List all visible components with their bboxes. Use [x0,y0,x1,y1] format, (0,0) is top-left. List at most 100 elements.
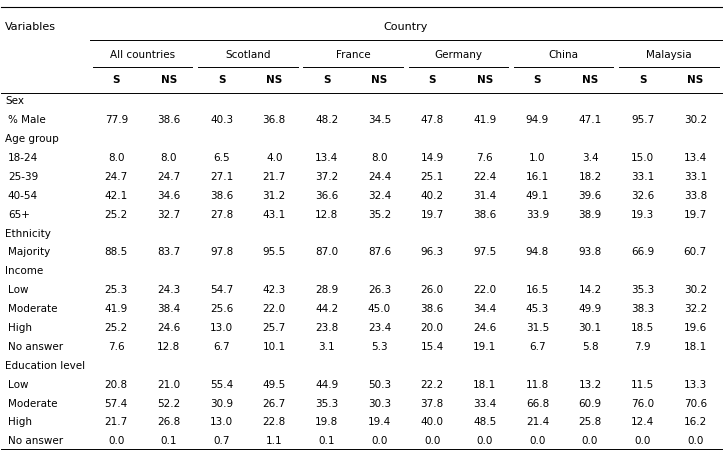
Text: 26.3: 26.3 [368,285,391,294]
Text: Moderate: Moderate [8,398,57,407]
Text: 8.0: 8.0 [161,153,177,163]
Text: % Male: % Male [8,115,46,125]
Text: NS: NS [687,75,703,85]
Text: S: S [218,75,226,85]
Text: 36.8: 36.8 [262,115,286,125]
Text: 19.6: 19.6 [684,322,707,332]
Text: 25.2: 25.2 [105,209,128,219]
Text: 49.9: 49.9 [578,303,602,313]
Text: Germany: Germany [435,50,482,60]
Text: 21.4: 21.4 [526,417,549,426]
Text: 38.6: 38.6 [210,190,234,200]
Text: 35.3: 35.3 [315,398,338,407]
Text: 38.6: 38.6 [158,115,181,125]
Text: 26.0: 26.0 [421,285,444,294]
Text: 48.2: 48.2 [315,115,338,125]
Text: 13.4: 13.4 [315,153,338,163]
Text: 87.0: 87.0 [315,247,338,257]
Text: S: S [534,75,541,85]
Text: No answer: No answer [8,341,63,351]
Text: 26.8: 26.8 [158,417,181,426]
Text: Scotland: Scotland [225,50,270,60]
Text: S: S [639,75,646,85]
Text: 77.9: 77.9 [105,115,128,125]
Text: 94.9: 94.9 [526,115,549,125]
Text: Low: Low [8,379,28,389]
Text: 39.6: 39.6 [578,190,602,200]
Text: 42.3: 42.3 [262,285,286,294]
Text: 20.8: 20.8 [105,379,128,389]
Text: 25.1: 25.1 [421,172,444,181]
Text: 18.1: 18.1 [684,341,707,351]
Text: 21.7: 21.7 [105,417,128,426]
Text: 0.7: 0.7 [213,435,230,445]
Text: 27.1: 27.1 [210,172,234,181]
Text: 8.0: 8.0 [108,153,124,163]
Text: 12.4: 12.4 [631,417,654,426]
Text: Education level: Education level [5,360,85,370]
Text: 14.9: 14.9 [421,153,444,163]
Text: 32.2: 32.2 [684,303,707,313]
Text: 25.3: 25.3 [105,285,128,294]
Text: 30.1: 30.1 [578,322,602,332]
Text: 30.2: 30.2 [684,115,707,125]
Text: 40.2: 40.2 [421,190,444,200]
Text: 12.8: 12.8 [315,209,338,219]
Text: 24.4: 24.4 [368,172,391,181]
Text: 22.8: 22.8 [262,417,286,426]
Text: 24.6: 24.6 [158,322,181,332]
Text: 10.1: 10.1 [262,341,286,351]
Text: 44.2: 44.2 [315,303,338,313]
Text: 20.0: 20.0 [421,322,444,332]
Text: 25-39: 25-39 [8,172,38,181]
Text: 48.5: 48.5 [473,417,497,426]
Text: 24.7: 24.7 [158,172,181,181]
Text: 18.5: 18.5 [631,322,654,332]
Text: 0.0: 0.0 [635,435,651,445]
Text: 40.0: 40.0 [421,417,444,426]
Text: 1.1: 1.1 [266,435,283,445]
Text: NS: NS [266,75,282,85]
Text: 6.5: 6.5 [213,153,230,163]
Text: 33.4: 33.4 [473,398,497,407]
Text: 28.9: 28.9 [315,285,338,294]
Text: 32.4: 32.4 [368,190,391,200]
Text: 97.5: 97.5 [473,247,497,257]
Text: 94.8: 94.8 [526,247,549,257]
Text: 38.6: 38.6 [473,209,497,219]
Text: 0.1: 0.1 [161,435,177,445]
Text: 15.0: 15.0 [631,153,654,163]
Text: S: S [428,75,436,85]
Text: 19.4: 19.4 [368,417,391,426]
Text: 27.8: 27.8 [210,209,234,219]
Text: 22.0: 22.0 [262,303,286,313]
Text: 76.0: 76.0 [631,398,654,407]
Text: 34.5: 34.5 [368,115,391,125]
Text: 50.3: 50.3 [368,379,391,389]
Text: 38.3: 38.3 [631,303,654,313]
Text: 19.1: 19.1 [473,341,497,351]
Text: 38.4: 38.4 [158,303,181,313]
Text: 13.4: 13.4 [684,153,707,163]
Text: Sex: Sex [5,96,24,106]
Text: Ethnicity: Ethnicity [5,228,51,238]
Text: China: China [549,50,578,60]
Text: 38.6: 38.6 [421,303,444,313]
Text: 33.1: 33.1 [684,172,707,181]
Text: 95.5: 95.5 [262,247,286,257]
Text: High: High [8,322,32,332]
Text: 15.4: 15.4 [421,341,444,351]
Text: 32.6: 32.6 [631,190,654,200]
Text: 30.2: 30.2 [684,285,707,294]
Text: 41.9: 41.9 [473,115,497,125]
Text: France: France [336,50,370,60]
Text: 5.8: 5.8 [582,341,599,351]
Text: 40-54: 40-54 [8,190,38,200]
Text: High: High [8,417,32,426]
Text: NS: NS [372,75,388,85]
Text: 31.5: 31.5 [526,322,549,332]
Text: 0.0: 0.0 [529,435,546,445]
Text: 16.2: 16.2 [684,417,707,426]
Text: 3.4: 3.4 [582,153,599,163]
Text: 25.8: 25.8 [578,417,602,426]
